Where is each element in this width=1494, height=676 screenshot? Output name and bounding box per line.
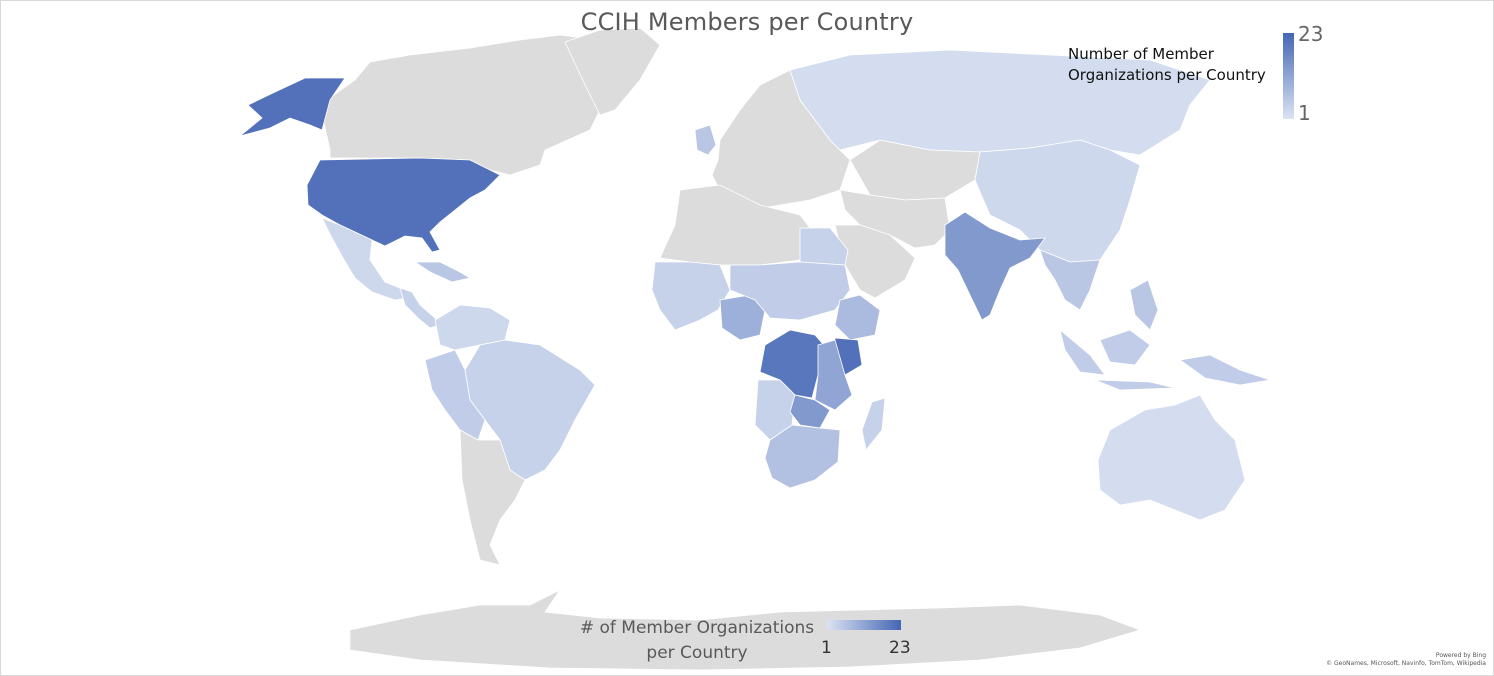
legend-top-min: 1	[1298, 101, 1311, 125]
region-argentina-chile[interactable]	[459, 429, 526, 566]
legend-top-label: Number of Member Organizations per Count…	[1068, 45, 1266, 84]
legend-bottom-gradient	[827, 620, 901, 630]
region-middle-east[interactable]	[839, 189, 951, 249]
region-alaska[interactable]	[239, 77, 346, 137]
map-title: CCIH Members per Country	[580, 8, 914, 36]
region-indonesia[interactable]	[1059, 328, 1271, 391]
legend-bottom-label-line2: per Country	[646, 643, 748, 663]
region-ethiopia[interactable]	[834, 294, 881, 341]
legend-bottom-min: 1	[821, 638, 832, 658]
legend-bottom-label: # of Member Organizations per Country	[556, 616, 838, 666]
region-united-kingdom[interactable]	[694, 124, 717, 156]
region-peru-bolivia[interactable]	[424, 349, 486, 441]
region-canada[interactable]	[319, 34, 611, 176]
legend-bottom-max: 23	[889, 638, 911, 658]
region-china[interactable]	[974, 139, 1141, 263]
region-india[interactable]	[944, 211, 1046, 321]
attribution-line1: Powered by Bing	[1435, 652, 1486, 659]
region-tanzania-uganda[interactable]	[814, 339, 853, 411]
region-west-africa[interactable]	[651, 261, 731, 331]
map-attribution: Powered by Bing © GeoNames, Microsoft, N…	[1326, 652, 1486, 668]
region-sahel[interactable]	[729, 261, 851, 321]
region-usa[interactable]	[306, 157, 501, 253]
attribution-line2: © GeoNames, Microsoft, Navinfo, TomTom, …	[1326, 660, 1486, 667]
region-saudi-arabia[interactable]	[834, 224, 916, 299]
region-antarctica[interactable]	[349, 588, 1142, 671]
region-australia[interactable]	[1097, 394, 1246, 521]
legend-top-max: 23	[1298, 22, 1324, 46]
region-north-africa[interactable]	[659, 184, 811, 266]
region-southern-africa[interactable]	[764, 424, 841, 489]
region-dr-congo[interactable]	[759, 329, 831, 399]
region-egypt[interactable]	[799, 227, 849, 266]
region-central-america[interactable]	[399, 287, 441, 329]
legend-bottom-label-line1: # of Member Organizations	[579, 618, 815, 638]
region-caribbean[interactable]	[413, 261, 472, 283]
region-greenland[interactable]	[564, 27, 661, 116]
legend-top-gradient	[1283, 33, 1294, 119]
region-southeast-asia[interactable]	[1039, 249, 1159, 331]
region-madagascar[interactable]	[861, 397, 886, 451]
